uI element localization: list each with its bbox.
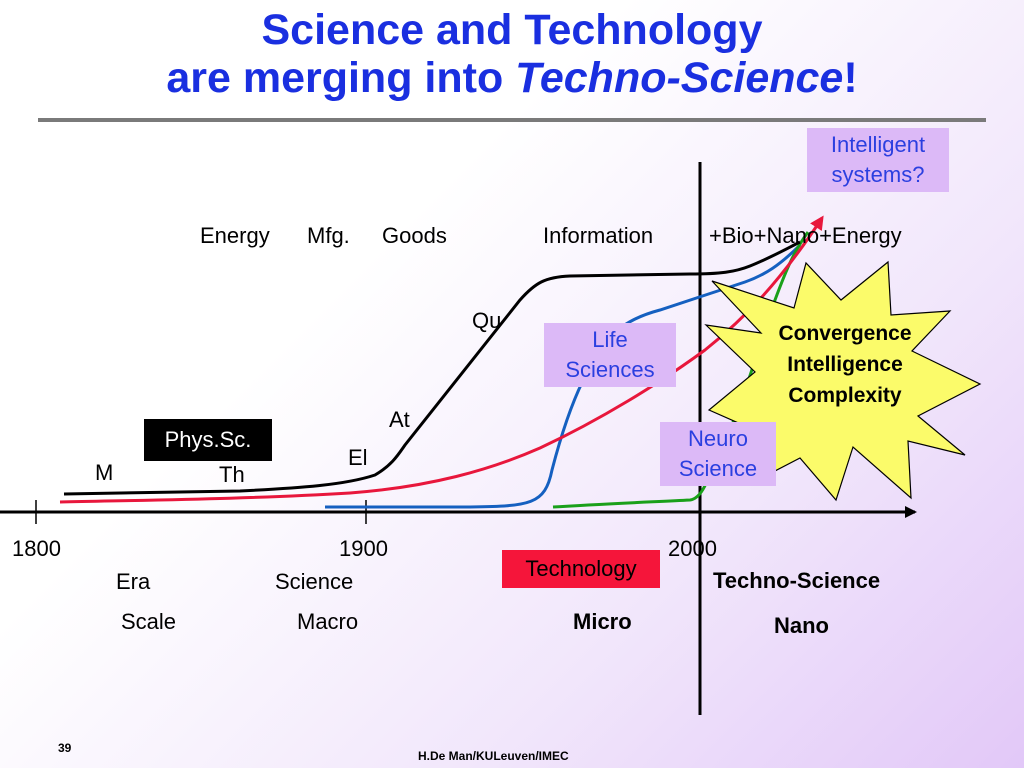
technology-curve bbox=[59, 215, 824, 504]
slide-title: Science and Technology are merging into … bbox=[0, 6, 1024, 102]
scale-macro: Macro bbox=[297, 609, 359, 634]
burst-line-2: Intelligence bbox=[787, 353, 903, 376]
intelligent-systems-line-2: systems? bbox=[831, 162, 925, 187]
scale-micro: Micro bbox=[573, 609, 632, 634]
starburst-text: Convergence Intelligence Complexity bbox=[730, 318, 960, 411]
intelligent-systems-line-1: Intelligent bbox=[830, 132, 926, 157]
life-sciences-line-2: Sciences bbox=[565, 357, 655, 382]
tick-label-1900: 1900 bbox=[339, 536, 388, 561]
neuro-science-box: Neuro Science bbox=[660, 422, 776, 486]
tick-label-2000: 2000 bbox=[668, 536, 717, 561]
intelligent-systems-box: Intelligent systems? bbox=[807, 128, 949, 192]
title-divider bbox=[38, 118, 986, 122]
burst-line-1: Convergence bbox=[778, 322, 912, 345]
neuro-science-line-1: Neuro bbox=[688, 426, 748, 451]
life-sciences-box: Life Sciences bbox=[544, 323, 676, 387]
label-th: Th bbox=[219, 462, 245, 487]
label-plus-domains: +Bio+Nano+Energy bbox=[709, 223, 902, 248]
phys-sc-label: Phys.Sc. bbox=[144, 419, 272, 461]
label-energy: Energy bbox=[200, 223, 270, 248]
title-line-2-suffix: ! bbox=[843, 54, 858, 102]
label-information: Information bbox=[543, 223, 654, 248]
scale-nano: Nano bbox=[774, 613, 829, 638]
label-qu: Qu bbox=[472, 308, 502, 333]
page-number: 39 bbox=[58, 741, 72, 755]
scale-row-label: Scale bbox=[121, 609, 177, 634]
physical-sciences-curve bbox=[63, 240, 801, 496]
era-science: Science bbox=[275, 569, 354, 594]
era-row-label: Era bbox=[116, 569, 151, 594]
title-line-2-prefix: are merging into bbox=[166, 54, 516, 102]
tick-label-1800: 1800 bbox=[12, 536, 61, 561]
life-sciences-line-1: Life bbox=[592, 327, 628, 352]
burst-line-3: Complexity bbox=[788, 384, 902, 407]
title-line-1: Science and Technology bbox=[261, 6, 763, 54]
label-goods: Goods bbox=[382, 223, 447, 248]
title-line-2: are merging into Techno-Science! bbox=[0, 54, 1024, 102]
label-mfg: Mfg. bbox=[307, 223, 350, 248]
neuro-science-line-2: Science bbox=[678, 456, 758, 481]
era-techno-science: Techno-Science bbox=[713, 568, 881, 593]
label-el: El bbox=[348, 445, 368, 470]
label-m: M bbox=[95, 460, 114, 485]
footer-credit: H.De Man/KULeuven/IMEC bbox=[418, 749, 569, 763]
era-technology: Technology bbox=[502, 550, 660, 588]
label-at: At bbox=[389, 407, 410, 432]
title-line-2-italic: Techno-Science bbox=[515, 54, 844, 102]
